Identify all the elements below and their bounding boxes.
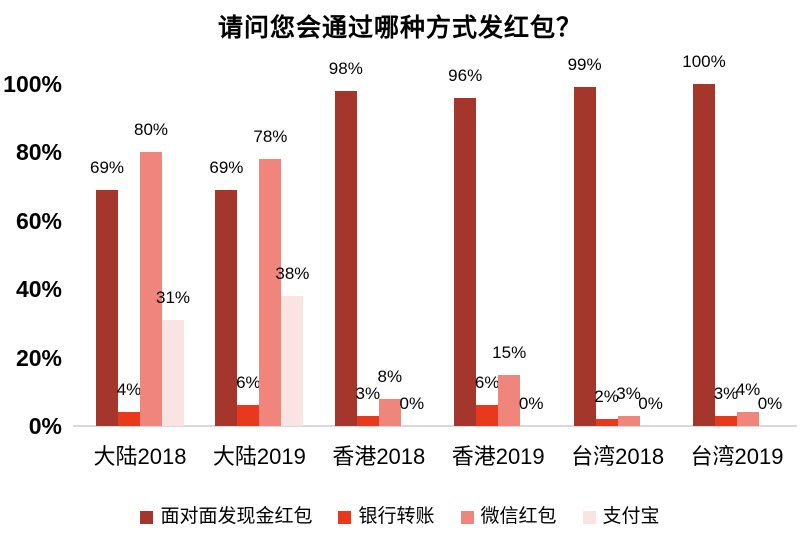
x-axis-label: 香港2018 xyxy=(332,444,426,469)
bar-value-label: 4% xyxy=(116,380,142,400)
bar xyxy=(162,319,184,426)
bar-value-label: 6% xyxy=(236,373,261,393)
bar xyxy=(737,412,759,426)
bar-value-label: 99% xyxy=(567,55,602,75)
bar-value-label: 100% xyxy=(682,52,726,71)
y-axis-tick: 60% xyxy=(15,207,62,234)
bar xyxy=(715,415,737,426)
bar xyxy=(259,159,282,426)
bar-value-label: 38% xyxy=(275,264,310,284)
bar-value-label: 6% xyxy=(474,373,500,393)
legend-item: 银行转账 xyxy=(338,506,435,528)
bar xyxy=(693,84,715,426)
bar-value-label: 96% xyxy=(448,65,483,85)
legend: 面对面发现金红包 银行转账 微信红包 支付宝 xyxy=(0,506,800,528)
bar xyxy=(118,412,140,426)
legend-item: 微信红包 xyxy=(460,506,557,528)
bar-value-label: 0% xyxy=(399,394,425,413)
legend-swatch xyxy=(460,510,474,524)
x-axis-label: 大陆2018 xyxy=(93,444,187,469)
x-axis-line xyxy=(73,425,797,427)
bar xyxy=(140,152,162,426)
bar xyxy=(281,296,304,426)
bar xyxy=(476,405,499,426)
legend-label: 面对面发现金红包 xyxy=(160,506,313,527)
legend-swatch xyxy=(582,510,596,524)
bar xyxy=(454,97,477,426)
y-axis-tick: 100% xyxy=(3,71,62,97)
y-axis-tick: 0% xyxy=(28,413,62,439)
bar-value-label: 80% xyxy=(133,120,169,140)
legend-swatch xyxy=(140,510,154,524)
bar-value-label: 78% xyxy=(253,127,288,147)
legend-label: 银行转账 xyxy=(358,506,435,527)
bar xyxy=(96,190,118,426)
legend-item: 支付宝 xyxy=(582,506,660,528)
legend-label: 支付宝 xyxy=(602,506,660,527)
bar xyxy=(573,87,596,426)
bar-value-label: 69% xyxy=(209,158,244,178)
bar xyxy=(334,90,357,426)
y-axis-tick: 20% xyxy=(15,344,62,371)
legend-swatch xyxy=(338,510,352,524)
bar-value-label: 31% xyxy=(155,287,191,307)
bar-value-label: 3% xyxy=(713,383,739,403)
bar xyxy=(617,415,640,426)
chart-title: 请问您会通过哪种方式发红包？ xyxy=(217,14,582,42)
bar-value-label: 0% xyxy=(757,394,783,413)
bar-value-label: 15% xyxy=(492,342,527,362)
bar xyxy=(378,398,401,426)
bar xyxy=(595,419,618,426)
bar-value-label: 69% xyxy=(89,158,125,178)
bar xyxy=(356,415,379,426)
bar-value-label: 3% xyxy=(355,383,381,403)
bar-value-label: 4% xyxy=(735,380,761,400)
bar-value-label: 0% xyxy=(638,394,663,413)
x-axis-label: 台湾2018 xyxy=(571,444,665,469)
bar xyxy=(237,405,260,426)
y-axis-tick: 40% xyxy=(15,276,62,303)
legend-item: 面对面发现金红包 xyxy=(140,506,312,528)
bar-value-label: 98% xyxy=(328,58,363,78)
legend-label: 微信红包 xyxy=(480,506,557,527)
bar-value-label: 3% xyxy=(616,383,641,403)
bar-value-label: 0% xyxy=(518,394,544,413)
bar xyxy=(498,374,521,426)
bar-value-label: 2% xyxy=(594,387,619,407)
y-axis-tick: 80% xyxy=(15,139,62,166)
bar-value-label: 8% xyxy=(377,366,403,386)
x-axis-label: 台湾2019 xyxy=(690,444,784,469)
x-axis-label: 香港2019 xyxy=(451,444,545,469)
x-axis-label: 大陆2019 xyxy=(212,444,306,469)
bar xyxy=(215,190,238,426)
